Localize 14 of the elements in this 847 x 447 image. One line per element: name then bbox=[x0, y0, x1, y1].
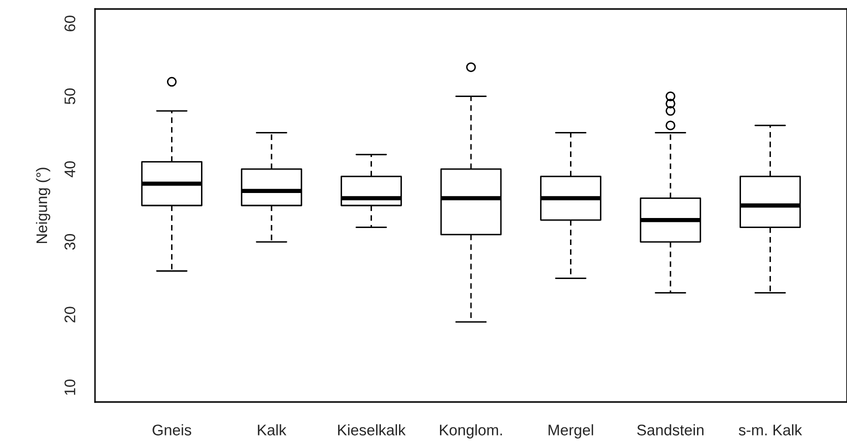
x-tick-label: s-m. Kalk bbox=[738, 424, 802, 436]
y-tick-label: 50 bbox=[64, 88, 76, 104]
y-tick-label: 20 bbox=[64, 306, 76, 322]
y-axis-title: Neigung (°) bbox=[36, 168, 50, 243]
x-tick-label: Sandstein bbox=[637, 424, 704, 436]
x-tick-label: Kalk bbox=[258, 424, 286, 436]
y-tick-label: 10 bbox=[64, 380, 76, 395]
x-tick-label: Kieselkalk bbox=[338, 424, 406, 436]
y-tick-label: 30 bbox=[64, 234, 76, 250]
y-tick-label: 60 bbox=[64, 16, 76, 32]
x-tick-label: Konglom. bbox=[440, 424, 502, 438]
x-tick-label: Gneis bbox=[152, 424, 192, 436]
y-tick-label: 40 bbox=[64, 161, 76, 178]
x-tick-label: Mergel bbox=[548, 424, 594, 438]
